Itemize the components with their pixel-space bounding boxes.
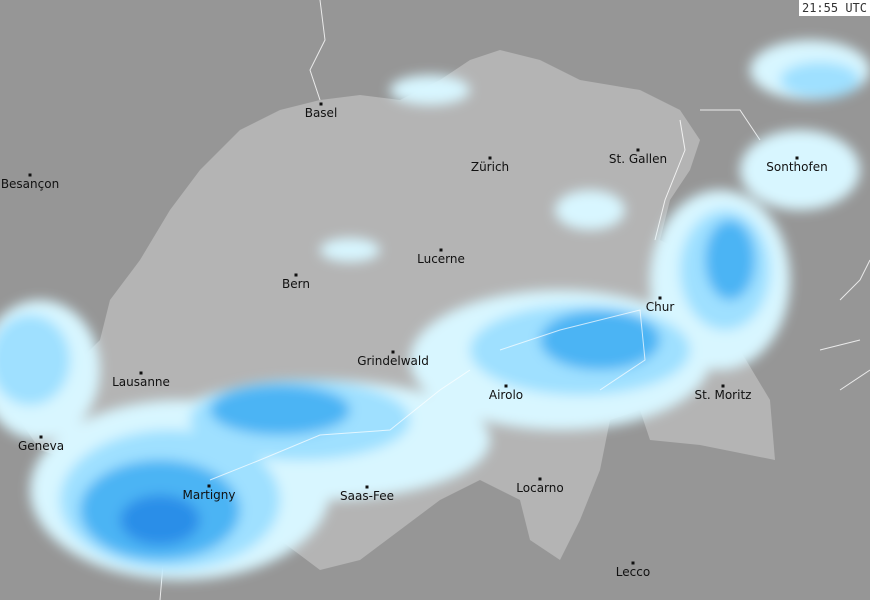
city-label: Locarno bbox=[516, 481, 564, 495]
city-marker-icon bbox=[721, 384, 725, 388]
city-marker-icon bbox=[538, 477, 542, 481]
city-marker-icon bbox=[631, 561, 635, 565]
city-label: Grindelwald bbox=[357, 354, 429, 368]
city-label: St. Gallen bbox=[608, 152, 668, 166]
city-marker-icon bbox=[439, 248, 443, 252]
city-label: Martigny bbox=[182, 488, 236, 502]
city-marker-icon bbox=[658, 296, 662, 300]
city-label: Bern bbox=[282, 277, 310, 291]
city-marker-icon bbox=[319, 102, 323, 106]
city-marker-icon bbox=[391, 350, 395, 354]
city-marker-icon bbox=[139, 371, 143, 375]
city-label: Zürich bbox=[470, 160, 510, 174]
timestamp-label: 21:55 UTC bbox=[798, 0, 870, 16]
city-label: Sonthofen bbox=[766, 160, 828, 174]
city-label: Chur bbox=[645, 300, 675, 314]
city-marker-icon bbox=[28, 173, 32, 177]
city-label: Lucerne bbox=[417, 252, 465, 266]
city-marker-icon bbox=[504, 384, 508, 388]
city-marker-icon bbox=[39, 435, 43, 439]
city-label: Lausanne bbox=[112, 375, 170, 389]
city-label: Besançon bbox=[0, 177, 60, 191]
city-marker-icon bbox=[488, 156, 492, 160]
city-marker-icon bbox=[795, 156, 799, 160]
city-label: Airolo bbox=[488, 388, 524, 402]
city-label: Lecco bbox=[615, 565, 651, 579]
precipitation-layer bbox=[0, 40, 870, 580]
city-label: Saas-Fee bbox=[340, 489, 394, 503]
city-label: Basel bbox=[304, 106, 338, 120]
city-marker-icon bbox=[207, 484, 211, 488]
valley-lines bbox=[209, 309, 646, 481]
city-marker-icon bbox=[294, 273, 298, 277]
city-marker-icon bbox=[636, 148, 640, 152]
city-label: St. Moritz bbox=[694, 388, 752, 402]
city-marker-icon bbox=[365, 485, 369, 489]
city-label: Geneva bbox=[17, 439, 65, 453]
